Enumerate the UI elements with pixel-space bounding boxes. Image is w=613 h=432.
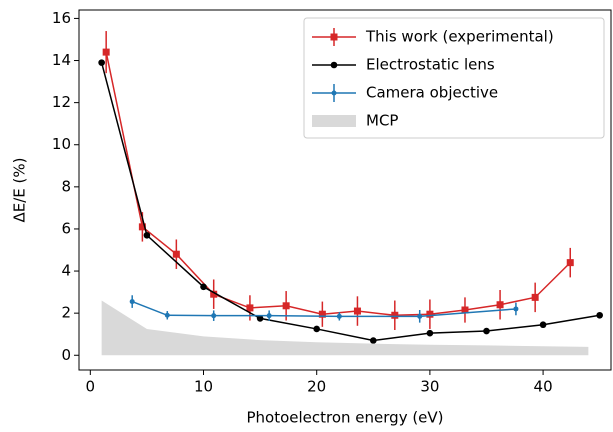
- data-point: [313, 325, 321, 333]
- data-point: [138, 223, 146, 231]
- data-point: [483, 327, 490, 335]
- data-point: [266, 313, 272, 319]
- data-point: [353, 307, 361, 315]
- data-point: [596, 311, 603, 319]
- data-point: [102, 48, 110, 56]
- data-point: [143, 231, 151, 239]
- plot-frame: [78, 9, 612, 371]
- y-tick-label: 8: [61, 177, 71, 195]
- legend-label: MCP: [366, 112, 398, 130]
- data-point: [566, 259, 574, 267]
- data-point: [513, 306, 519, 312]
- data-point: [164, 312, 170, 318]
- legend-marker: [330, 33, 338, 41]
- data-point: [539, 321, 547, 329]
- y-axis-label: ΔE/E (%): [11, 158, 29, 223]
- y-tick-label: 0: [61, 346, 71, 364]
- legend-marker: [331, 90, 337, 96]
- data-point: [129, 299, 135, 305]
- data-point: [98, 59, 105, 66]
- y-tick-label: 2: [61, 304, 71, 322]
- x-tick-label: 40: [534, 378, 553, 396]
- data-point: [256, 315, 264, 322]
- y-tick-label: 6: [61, 219, 71, 237]
- legend-box: [303, 17, 605, 139]
- y-tick-label: 10: [52, 135, 71, 153]
- data-point: [318, 310, 326, 318]
- data-point: [336, 313, 342, 319]
- x-axis-label: Photoelectron energy (eV): [246, 409, 443, 427]
- legend-swatch: [312, 115, 356, 127]
- y-tick-label: 4: [61, 262, 71, 280]
- legend-label: This work (experimental): [365, 28, 554, 46]
- y-tick-label: 14: [52, 51, 71, 69]
- data-point: [210, 290, 218, 298]
- series-line: [100, 62, 600, 342]
- y-tick-label: 12: [52, 93, 71, 111]
- x-tick-label: 10: [194, 378, 213, 396]
- legend-label: Electrostatic lens: [366, 56, 495, 74]
- x-tick-label: 20: [307, 378, 326, 396]
- x-tick-label: 0: [86, 378, 96, 396]
- data-point: [391, 311, 399, 319]
- legend-marker: [330, 61, 338, 69]
- x-tick-label: 30: [420, 378, 439, 396]
- data-point: [531, 293, 539, 301]
- data-point: [461, 306, 469, 314]
- data-point: [417, 313, 423, 319]
- data-point: [211, 313, 217, 319]
- data-point: [369, 337, 377, 344]
- data-point: [426, 310, 434, 318]
- data-point: [200, 283, 207, 291]
- legend-label: Camera objective: [366, 84, 498, 102]
- mcp-area: [101, 300, 589, 356]
- data-point: [496, 301, 504, 309]
- data-point: [246, 304, 254, 312]
- y-tick-label: 16: [52, 9, 71, 27]
- data-point: [172, 250, 180, 258]
- data-point: [282, 302, 290, 310]
- data-point: [426, 329, 434, 337]
